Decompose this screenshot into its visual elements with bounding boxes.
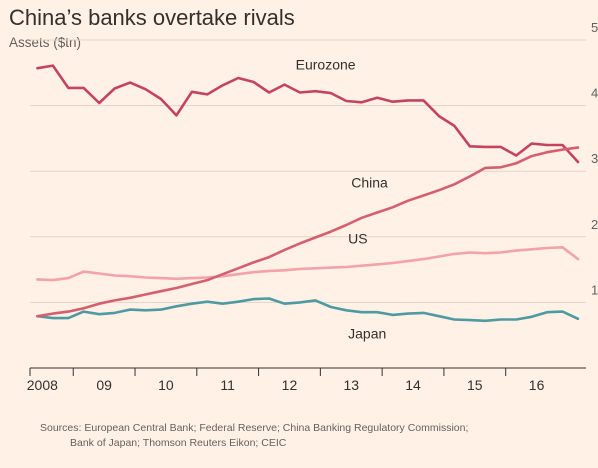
y-tick-label: 3: [591, 151, 598, 166]
x-tick-label: 14: [405, 377, 421, 393]
x-tick-label: 11: [220, 377, 235, 393]
x-tick-label: 12: [282, 377, 298, 393]
source-note: Sources: European Central Bank; Federal …: [40, 421, 560, 451]
x-tick-label: 15: [467, 377, 483, 393]
chart-title: China’s banks overtake rivals: [9, 5, 295, 30]
source-line-1: Sources: European Central Bank; Federal …: [40, 422, 469, 434]
series-line-us: [36, 246, 580, 282]
series-line-eurozone: [36, 64, 580, 164]
chart-subtitle: Assets ($tn): [9, 35, 82, 50]
x-tick-label: 2008: [27, 377, 58, 393]
series-label-eurozone: Eurozone: [296, 57, 356, 73]
series-line-japan: [36, 297, 580, 323]
y-tick-label: 1: [591, 282, 598, 297]
y-tick-label: 4: [591, 86, 598, 101]
source-line-2: Bank of Japan; Thomson Reuters Eikon; CE…: [70, 437, 287, 449]
series-label-japan: Japan: [348, 325, 386, 341]
series-label-us: US: [348, 230, 367, 246]
y-tick-label: 5: [591, 20, 598, 35]
series-line-china: [36, 146, 580, 318]
x-tick-label: 09: [96, 377, 112, 393]
y-tick-label: 2: [591, 217, 598, 232]
x-tick-label: 10: [158, 377, 174, 393]
series-label-china: China: [351, 175, 388, 191]
x-tick-label: 16: [529, 377, 545, 393]
x-tick-label: 13: [343, 377, 359, 393]
